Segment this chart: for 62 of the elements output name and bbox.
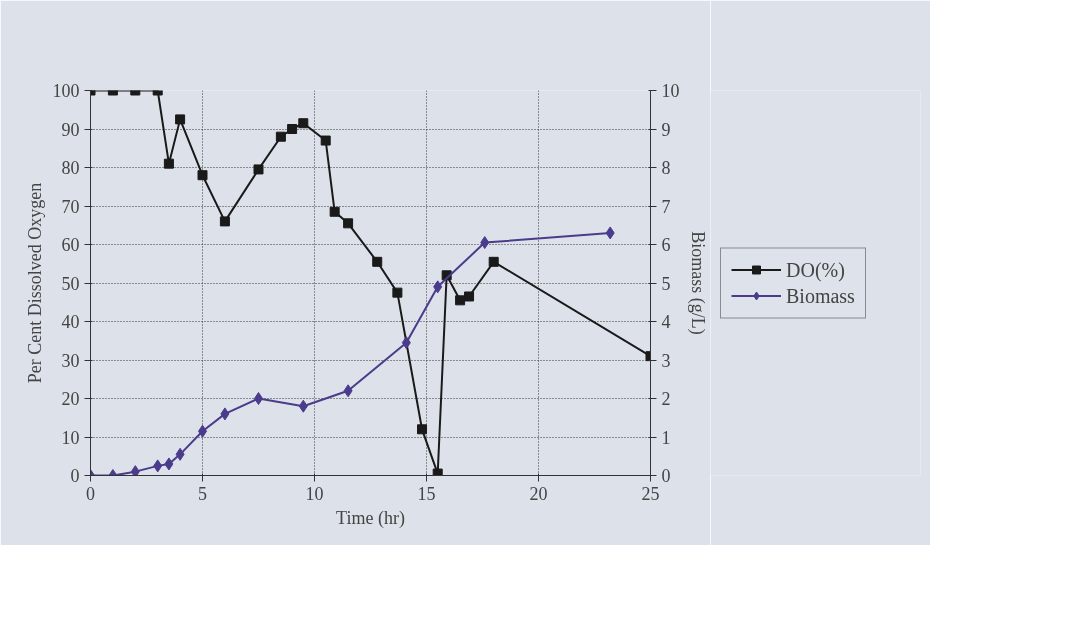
y2-tick-label: 6: [661, 235, 671, 255]
point: [164, 457, 174, 471]
y2-tick-label: 8: [661, 158, 671, 178]
y-tick-label: 60: [61, 235, 80, 255]
y2-tick-label: 4: [661, 312, 671, 332]
y-tick-label: 20: [61, 389, 80, 409]
x-tick-label: 20: [529, 483, 548, 504]
y2-tick-label: 3: [661, 350, 671, 371]
point: [287, 124, 298, 134]
point: [320, 135, 331, 146]
point: [488, 256, 499, 267]
point: [432, 468, 443, 476]
y2-tick-label: 9: [661, 119, 671, 140]
y-tick-label: 0: [70, 466, 80, 486]
point: [433, 280, 443, 294]
y-tick-label: 40: [61, 312, 80, 332]
point: [163, 158, 174, 169]
y-tick-label: 80: [61, 158, 80, 178]
point: [197, 170, 208, 181]
y2-axis-title: Biomass (g/L): [686, 231, 708, 335]
point: [130, 465, 140, 476]
y-tick-label: 30: [61, 350, 80, 371]
y-tick-label: 10: [61, 427, 80, 448]
x-tick-label: 15: [417, 483, 436, 504]
point: [298, 399, 308, 413]
y2-tick-label: 5: [661, 273, 671, 294]
y2-tick-label: 0: [661, 466, 671, 486]
x-axis-title: Time (hr): [336, 507, 405, 529]
point: [275, 131, 286, 142]
point: [455, 295, 466, 306]
point: [343, 384, 353, 398]
point: [153, 459, 163, 473]
x-tick-label: 10: [305, 483, 324, 504]
point: [343, 218, 354, 229]
point: [253, 164, 264, 175]
point: [175, 447, 185, 461]
y2-tick-label: 1: [661, 427, 671, 448]
x-tick-label: 0: [86, 483, 95, 504]
x-tick-label: 5: [198, 483, 207, 504]
legend-label: Biomass: [786, 284, 855, 307]
y-tick-label: 100: [52, 81, 80, 101]
point: [392, 287, 403, 298]
x-tick-label: 25: [641, 483, 660, 504]
point: [298, 118, 309, 129]
point: [417, 424, 428, 435]
y-tick-label: 70: [61, 196, 80, 217]
point: [175, 114, 186, 125]
y-tick-label: 90: [61, 119, 80, 140]
y2-tick-label: 7: [661, 196, 671, 217]
legend-label: DO(%): [786, 258, 845, 281]
y-tick-label: 50: [61, 273, 80, 294]
y2-tick-label: 2: [661, 389, 671, 409]
point: [372, 256, 383, 267]
point: [401, 336, 411, 350]
point: [219, 216, 230, 227]
point: [220, 407, 230, 421]
y-axis-title: Per Cent Dissolved Oxygen: [24, 182, 45, 384]
point: [329, 206, 340, 217]
point: [605, 226, 615, 240]
y2-tick-label: 10: [661, 81, 680, 101]
point: [464, 291, 475, 302]
point: [480, 236, 490, 250]
